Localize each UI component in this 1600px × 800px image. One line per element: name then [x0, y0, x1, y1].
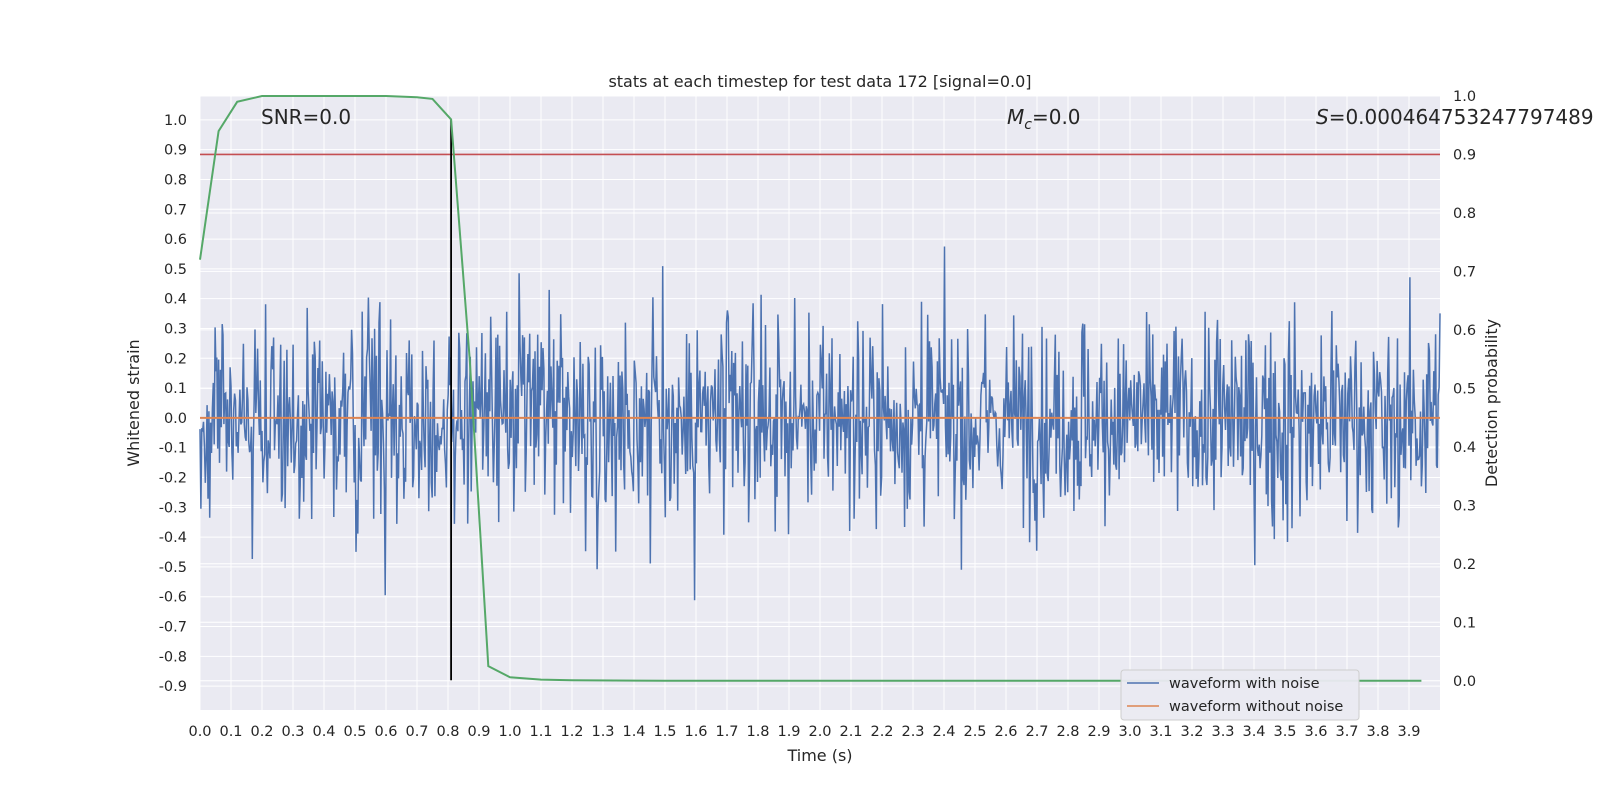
y2-tick-label: 0.9 [1453, 147, 1476, 163]
x-tick-label: 2.0 [808, 724, 831, 740]
x-tick-label: 0.8 [436, 724, 459, 740]
y-tick-label: 0.8 [164, 172, 187, 188]
x-tick-label: 1.0 [498, 724, 521, 740]
x-tick-label: 1.5 [653, 724, 676, 740]
y-tick-labels: 1.0 0.9 0.8 0.7 0.6 0.5 0.4 0.3 0.2 0.1 0.0 -0.1 -0.… [159, 113, 187, 695]
mc-subscript: c [1024, 117, 1032, 133]
x-tick-label: 2.9 [1087, 724, 1110, 740]
x-tick-label: 0.5 [343, 724, 366, 740]
x-tick-label: 2.1 [839, 724, 862, 740]
y2-tick-label: 0.6 [1453, 323, 1476, 339]
x-tick-label: 1.4 [622, 724, 645, 740]
x-tick-label: 3.9 [1397, 724, 1420, 740]
x-tick-label: 3.6 [1304, 724, 1327, 740]
y-tick-label: 1.0 [164, 113, 187, 129]
mc-symbol: M [1007, 105, 1024, 129]
legend-box [1120, 669, 1360, 721]
y2-tick-label: 1.0 [1453, 89, 1476, 105]
chart-title: stats at each timestep for test data 172… [608, 72, 1031, 91]
x-tick-label: 0.4 [312, 724, 335, 740]
x-tick-label: 1.9 [777, 724, 800, 740]
x-tick-label: 3.3 [1211, 724, 1234, 740]
y2-tick-label: 0.8 [1453, 206, 1476, 222]
x-tick-label: 3.8 [1366, 724, 1389, 740]
x-tick-label: 3.2 [1180, 724, 1203, 740]
y-tick-label: -0.2 [159, 471, 187, 487]
x-tick-label: 2.8 [1056, 724, 1079, 740]
x-tick-label: 2.7 [1025, 724, 1048, 740]
snr-annotation: SNR=0.0 [261, 105, 351, 129]
noise-series [199, 246, 1441, 601]
y-tick-label: -0.8 [159, 649, 187, 665]
x-tick-label: 3.4 [1242, 724, 1265, 740]
y-tick-label: 0.0 [164, 411, 187, 427]
x-tick-label: 2.5 [963, 724, 986, 740]
y-tick-label: -0.7 [159, 620, 187, 636]
y2-tick-label: 0.4 [1453, 440, 1476, 456]
y2-tick-label: 0.0 [1453, 674, 1476, 690]
x-tick-label: 0.7 [405, 724, 428, 740]
y-tick-label: 0.1 [164, 381, 187, 397]
y2-tick-label: 0.2 [1453, 557, 1476, 573]
x-tick-label: 2.2 [870, 724, 893, 740]
y-tick-label: -0.1 [159, 441, 187, 457]
y2-tick-label: 0.5 [1453, 381, 1476, 397]
x-tick-label: 1.2 [560, 724, 583, 740]
y-axis-label: Whitened strain [124, 339, 143, 466]
legend-label-noise: waveform with noise [1169, 676, 1320, 692]
x-tick-label: 2.6 [994, 724, 1017, 740]
mc-annotation: Mc=0.0 [1007, 105, 1081, 133]
x-tick-label: 1.1 [529, 724, 552, 740]
mc-value: =0.0 [1032, 105, 1081, 129]
s-symbol: S [1316, 105, 1329, 129]
series-lines [199, 95, 1440, 682]
y-tick-label: -0.4 [159, 530, 187, 546]
y2-tick-label: 0.3 [1453, 498, 1476, 514]
y-tick-label: -0.9 [159, 679, 187, 695]
s-value: =0.00046475324779748​9 [1329, 105, 1594, 129]
y-tick-label: -0.3 [159, 500, 187, 516]
y-tick-label: 0.7 [164, 202, 187, 218]
x-tick-label: 3.1 [1149, 724, 1172, 740]
x-tick-label: 0.9 [467, 724, 490, 740]
x-tick-label: 0.2 [250, 724, 273, 740]
x-tick-label: 3.7 [1335, 724, 1358, 740]
x-tick-label: 2.3 [901, 724, 924, 740]
x-tick-label: 0.0 [188, 724, 211, 740]
x-tick-label: 1.3 [591, 724, 614, 740]
y-tick-label: 0.9 [164, 143, 187, 159]
y2-tick-labels: 1.0 0.9 0.8 0.7 0.6 0.5 0.4 0.3 0.2 0.1 0.0 [1453, 89, 1476, 690]
y-tick-label: -0.6 [159, 590, 187, 606]
x-axis-label: Time (s) [786, 746, 852, 765]
y-tick-label: 0.5 [164, 262, 187, 278]
legend-label-clean: waveform without noise [1169, 699, 1343, 715]
y-tick-label: 0.3 [164, 321, 187, 337]
x-tick-label: 1.8 [746, 724, 769, 740]
x-tick-label: 0.3 [281, 724, 304, 740]
y2-tick-label: 0.1 [1453, 615, 1476, 631]
y2-tick-label: 0.7 [1453, 264, 1476, 280]
y-tick-label: -0.5 [159, 560, 187, 576]
y2-axis-label: Detection probability [1482, 319, 1501, 487]
x-tick-label: 3.0 [1118, 724, 1141, 740]
x-tick-label: 0.6 [374, 724, 397, 740]
y-tick-label: 0.6 [164, 232, 187, 248]
x-tick-label: 1.7 [715, 724, 738, 740]
x-tick-label: 1.6 [684, 724, 707, 740]
y-tick-label: 0.2 [164, 351, 187, 367]
waveform-with-noise-line [199, 246, 1441, 601]
legend: waveform with noise waveform without noi… [1120, 669, 1360, 721]
x-tick-label: 3.5 [1273, 724, 1296, 740]
x-tick-label: 2.4 [932, 724, 955, 740]
x-tick-label: 0.1 [219, 724, 242, 740]
detection-probability-line [199, 95, 1422, 682]
x-tick-labels: 0.0 0.1 0.2 0.3 0.4 0.5 0.6 0.7 0.8 0.9 1.0 1.1 1.2 1… [188, 724, 1420, 740]
s-annotation: S=0.00046475324779748​9 [1316, 105, 1594, 129]
y-tick-label: 0.4 [164, 292, 187, 308]
